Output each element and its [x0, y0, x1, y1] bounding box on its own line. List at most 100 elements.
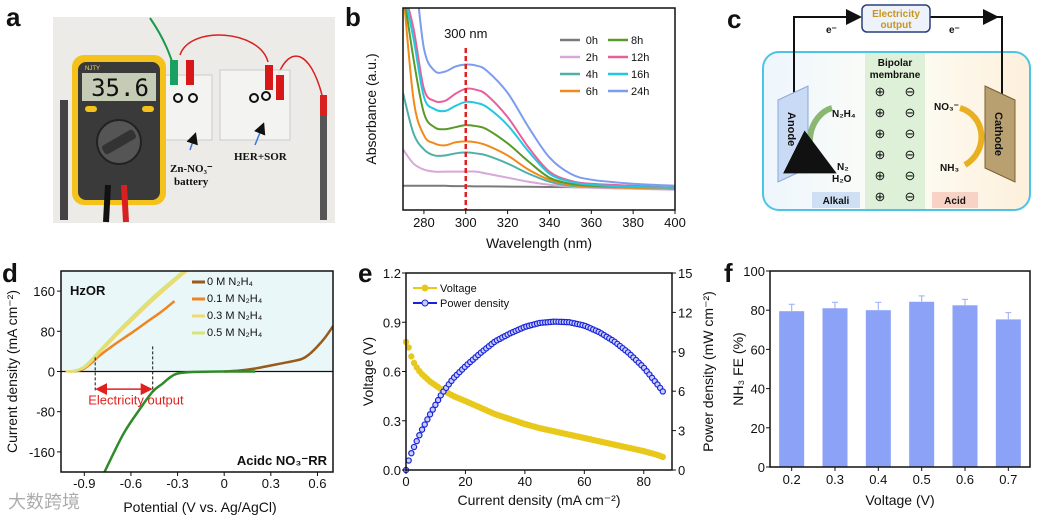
y-axis-label-left: Voltage (V) — [360, 337, 376, 406]
h2o-label: H₂O — [832, 174, 852, 185]
y-tick-label: 60 — [751, 342, 765, 357]
data-point — [429, 406, 436, 413]
data-point — [421, 421, 428, 428]
minus-charge: ⊖ — [905, 126, 916, 141]
series-line — [68, 271, 186, 373]
minus-charge: ⊖ — [905, 105, 916, 120]
acid-label: Acid — [944, 196, 966, 207]
cathode-electrode — [984, 85, 1016, 183]
y-tick-label-right: 15 — [678, 266, 692, 281]
data-point — [413, 437, 420, 445]
bar — [865, 310, 891, 467]
y-tick-label-left: 0.3 — [383, 414, 401, 429]
hzor-label: HzOR — [70, 283, 106, 298]
x-tick-label: -0.3 — [166, 476, 188, 491]
y-tick-label: 0 — [758, 460, 765, 475]
x-tick-label: 0 — [221, 476, 228, 491]
series-line-24h — [417, 8, 675, 187]
legend-label: 16h — [631, 69, 649, 81]
x-tick-label: 60 — [577, 474, 591, 489]
panel-a-photo: NJTY 35.6 Zn-NO₃⁻ battery HER+SOR — [53, 17, 335, 223]
battery-cell — [156, 74, 213, 141]
panel-label-f: f — [724, 258, 733, 288]
nh3-label: NH₃ — [940, 163, 959, 174]
electron-label-left: e⁻ — [826, 25, 837, 36]
membrane-charges: ⊕ ⊖ ⊕ ⊖ ⊕ ⊖ ⊕ ⊖ ⊕ ⊖ ⊕ ⊖ — [875, 84, 916, 204]
legend-label: 2h — [586, 52, 598, 64]
y-axis-label-right: Power density (mW cm⁻²) — [700, 291, 716, 452]
minus-charge: ⊖ — [905, 189, 916, 204]
electricity-output-label-2: output — [880, 20, 912, 31]
data-point — [432, 401, 439, 409]
x-tick-label: 380 — [622, 215, 644, 230]
n2h4-label: N₂H₄ — [832, 109, 856, 120]
x-tick-label: 20 — [458, 474, 472, 489]
data-point — [434, 396, 442, 404]
y-tick-label-right: 6 — [678, 384, 685, 399]
alkali-label: Alkali — [823, 196, 850, 207]
panel-d-chart: Electricity output HzOR Acidc NO₃⁻RR -0.9 -0… — [4, 270, 334, 515]
curves — [65, 271, 333, 472]
bar — [995, 319, 1021, 467]
membrane-label-2: membrane — [870, 70, 921, 81]
series-Power density — [402, 318, 666, 474]
x-axis-label: Voltage (V) — [865, 492, 934, 508]
no3-label: NO₃⁻ — [934, 102, 959, 113]
n2-label: N₂ — [837, 162, 849, 173]
label-her-sor: HER+SOR — [234, 151, 288, 163]
panel-c-schematic: Electricity output e⁻ e⁻ Bipolar membran… — [762, 4, 1031, 211]
data-point — [405, 457, 412, 464]
plus-charge: ⊕ — [875, 168, 886, 183]
acid-box — [932, 192, 978, 208]
y-tick-label-right: 3 — [678, 424, 685, 439]
x-tick-label: 0 — [402, 474, 409, 489]
y-tick-label-right: 12 — [678, 305, 692, 320]
x-tick-label: 0.7 — [999, 472, 1017, 487]
membrane-label: Bipolar — [878, 58, 913, 69]
panel-label-a: a — [6, 2, 21, 32]
x-tick-label: 0.6 — [308, 476, 326, 491]
y-tick-label-left: 1.2 — [383, 266, 401, 281]
x-tick-label: 300 — [455, 215, 477, 230]
plus-charge: ⊕ — [875, 126, 886, 141]
y-tick-label-left: 0.9 — [383, 315, 401, 330]
panel-f-chart: 0.2 0.3 0.4 0.5 0.6 0.7 0 20 40 60 80 100 Voltage (V… — [730, 264, 1031, 508]
series-line-8h — [404, 8, 675, 189]
panel-label-d: d — [2, 258, 18, 288]
annotation-300nm: 300 nm — [444, 26, 487, 41]
y-axis-label: Current density (mA cm⁻²) — [4, 290, 20, 453]
y-tick-label-left: 0.0 — [383, 463, 401, 478]
meter-brand: NJTY — [85, 66, 100, 72]
data-point — [410, 359, 418, 367]
plus-charge: ⊕ — [875, 105, 886, 120]
plus-charge: ⊕ — [875, 189, 886, 204]
legend-label: 0.5 M N₂H₄ — [207, 327, 263, 339]
data-point — [405, 344, 412, 351]
y-tick-label-right: 0 — [678, 463, 685, 478]
y-tick-label-right: 9 — [678, 345, 685, 360]
electron-label-right: e⁻ — [949, 25, 960, 36]
legend-label: 0.1 M N₂H₄ — [207, 293, 263, 305]
y-tick-label: 80 — [41, 324, 55, 339]
legend-label: 4h — [586, 69, 598, 81]
data-point — [408, 353, 415, 360]
bipolar-membrane — [865, 53, 925, 209]
panel-e-chart: 0 20 40 60 80 0.0 0.3 0.6 0.9 1.2 0 3 6 9 12 15 Current … — [360, 266, 716, 508]
x-tick-label: 360 — [580, 215, 602, 230]
y-axis-label: Absorbance (a.u.) — [363, 53, 379, 164]
legend-label: 24h — [631, 86, 649, 98]
x-tick-label: 280 — [413, 215, 435, 230]
legend-label: 8h — [631, 35, 643, 47]
x-tick-label: 0.5 — [913, 472, 931, 487]
anode-label: Anode — [785, 112, 797, 146]
data-point — [408, 449, 415, 457]
y-tick-label: 0 — [48, 365, 55, 380]
plus-charge: ⊕ — [875, 147, 886, 162]
probe-red — [320, 100, 327, 220]
bar — [952, 305, 978, 467]
data-point — [424, 416, 431, 423]
x-tick-label: 340 — [539, 215, 561, 230]
data-point — [410, 443, 418, 451]
x-tick-label: -0.6 — [120, 476, 142, 491]
